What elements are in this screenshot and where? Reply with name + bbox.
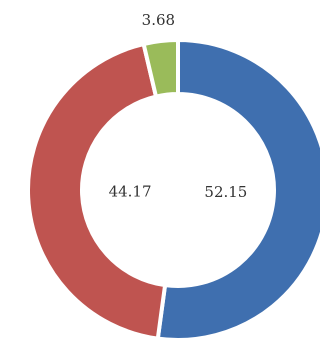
data-label: 3.68 [142, 11, 175, 29]
data-label: 44.17 [109, 182, 152, 200]
data-label: 52.15 [204, 183, 247, 201]
pie-slice [26, 41, 168, 341]
pie-slice [141, 37, 180, 99]
pie-slice [155, 37, 320, 342]
